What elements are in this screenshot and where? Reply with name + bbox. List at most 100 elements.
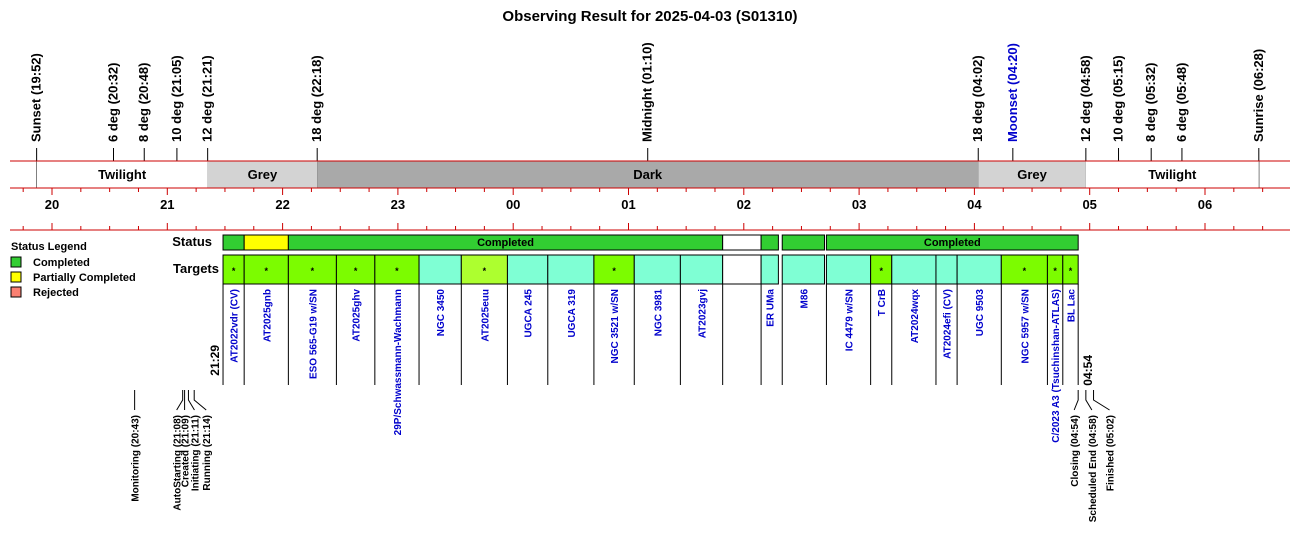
status-row-label: Status xyxy=(172,234,212,249)
hour-label: 01 xyxy=(621,197,635,212)
target-name: UGCA 319 xyxy=(567,289,578,338)
event-label: Created (21:09) xyxy=(181,415,192,487)
legend-label: Completed xyxy=(33,257,90,269)
sky-event-label: 8 deg (05:32) xyxy=(1143,63,1158,142)
legend-label: Rejected xyxy=(33,287,79,299)
sky-event-label: 10 deg (05:15) xyxy=(1111,55,1126,142)
status-bar-label: Completed xyxy=(477,237,534,249)
target-name: NGC 3450 xyxy=(436,289,447,337)
hour-label: 06 xyxy=(1198,197,1212,212)
target-name: AT2023gvj xyxy=(698,289,709,339)
status-bar xyxy=(760,234,779,251)
event-connector xyxy=(1073,390,1079,411)
sky-band-label: Dark xyxy=(633,167,663,182)
hour-label: 22 xyxy=(275,197,289,212)
sky-event-label: Midnight (01:10) xyxy=(640,42,655,142)
event-connector xyxy=(1093,390,1110,411)
hour-label: 02 xyxy=(737,197,751,212)
target-block xyxy=(760,254,779,285)
hour-label: 04 xyxy=(967,197,982,212)
target-name: NGC 3521 w/SN xyxy=(610,289,621,363)
sky-event-label: 18 deg (04:02) xyxy=(970,55,985,142)
target-block xyxy=(287,254,337,285)
event-label: Monitoring (20:43) xyxy=(131,415,142,502)
status-bar xyxy=(781,234,826,251)
targets-row-label: Targets xyxy=(173,261,219,276)
chart-title: Observing Result for 2025-04-03 (S01310) xyxy=(502,8,797,25)
target-name: BL Lac xyxy=(1066,289,1077,323)
event-labels: Monitoring (20:43) AutoStarting (21:08)Cr… xyxy=(131,390,1117,522)
target-marker: * xyxy=(265,266,269,276)
event-label: Initiating (21:11) xyxy=(190,415,201,491)
target-marker: * xyxy=(311,266,315,276)
target-name: UGCA 245 xyxy=(524,289,535,338)
target-block xyxy=(335,254,376,285)
target-block xyxy=(243,254,289,285)
target-name: ESO 565-G19 w/SN xyxy=(308,289,319,379)
legend-swatch xyxy=(10,256,22,268)
status-bar xyxy=(243,234,289,251)
sky-event-label: 6 deg (20:32) xyxy=(105,63,120,142)
status-legend: Status Legend Completed Partially Complete… xyxy=(10,241,136,299)
target-name: AT2024wqx xyxy=(910,289,921,344)
start-time-label: 21:29 xyxy=(208,345,222,376)
sky-band xyxy=(317,161,979,188)
target-name: UGC 9503 xyxy=(975,289,986,337)
event-connector xyxy=(176,390,184,411)
legend-title: Status Legend xyxy=(11,241,87,253)
status-bar xyxy=(722,234,762,251)
legend-swatch xyxy=(10,271,22,283)
status-bar xyxy=(222,234,245,251)
status-bar xyxy=(825,234,1079,251)
hour-label: 03 xyxy=(852,197,866,212)
target-marker: * xyxy=(354,266,358,276)
target-block xyxy=(460,254,508,285)
target-marker: * xyxy=(1023,266,1027,276)
target-name: ER UMa xyxy=(766,289,777,327)
status-bar-label: Completed xyxy=(924,237,981,249)
target-marker: * xyxy=(612,266,616,276)
event-label: Finished (05:02) xyxy=(1106,415,1117,491)
target-block xyxy=(679,254,724,285)
target-block xyxy=(1062,254,1079,285)
sky-band-label: Twilight xyxy=(1148,167,1197,182)
target-name: C/2023 A3 (Tsuchinshan-ATLAS) xyxy=(1051,289,1062,443)
targets-row: Targets * AT2022vdr (CV) * AT2025gnb * ESO 565… xyxy=(173,254,1095,443)
target-name: AT2022vdr (CV) xyxy=(230,289,241,363)
target-block xyxy=(891,254,937,285)
target-name: AT2025ghv xyxy=(352,289,363,342)
target-marker: * xyxy=(879,266,883,276)
sky-event-label: Moonset (04:20) xyxy=(1005,43,1020,142)
target-name: NGC 5957 w/SN xyxy=(1020,289,1031,363)
sky-event-label: 8 deg (20:48) xyxy=(136,63,151,142)
target-name: M86 xyxy=(799,289,810,309)
hour-label: 21 xyxy=(160,197,174,212)
hour-label: 20 xyxy=(45,197,59,212)
target-block xyxy=(506,254,549,285)
hour-label: 23 xyxy=(391,197,405,212)
target-block xyxy=(547,254,595,285)
sky-band xyxy=(207,161,318,188)
hour-label: 00 xyxy=(506,197,520,212)
target-name: AT2025euu xyxy=(480,289,491,342)
event-connector xyxy=(1085,390,1093,411)
target-block xyxy=(956,254,1002,285)
event-label: Running (21:14) xyxy=(202,415,213,491)
sky-event-label: 18 deg (22:18) xyxy=(309,55,324,142)
target-marker: * xyxy=(395,266,399,276)
sky-band-label: Grey xyxy=(1017,167,1047,182)
hour-axis: 20 21 22 23 00 01 02 03 04 05 06 xyxy=(10,188,1290,231)
sky-band-label: Twilight xyxy=(98,167,147,182)
sky-events: Sunset (19:52) 6 deg (20:32) 8 deg (20:48)… xyxy=(29,42,1266,188)
status-row: Status Completed Completed xyxy=(172,234,1079,251)
hour-label: 05 xyxy=(1082,197,1096,212)
legend-label: Partially Completed xyxy=(33,272,136,284)
target-block xyxy=(722,254,762,285)
event-label: Scheduled End (04:58) xyxy=(1088,415,1099,522)
sky-bands: Twilight Grey Dark Grey Twilight xyxy=(10,160,1290,189)
sky-band xyxy=(1085,161,1259,188)
target-name: 29P/Schwassmann-Wachmann xyxy=(393,289,404,435)
target-block xyxy=(781,254,826,285)
target-marker: * xyxy=(1069,266,1073,276)
